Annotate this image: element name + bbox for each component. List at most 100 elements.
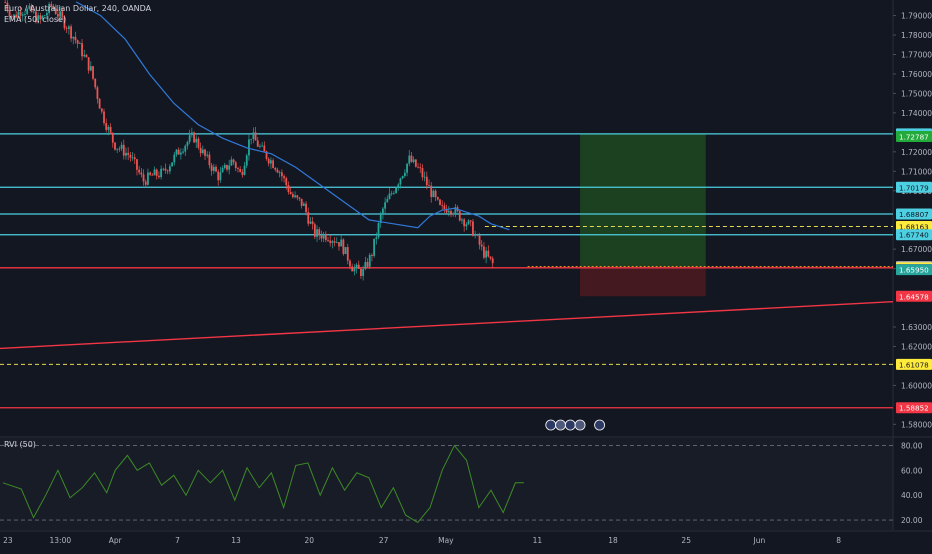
price-badge-label: 1.67740 bbox=[899, 231, 929, 240]
candle-body bbox=[327, 240, 329, 241]
candle-body bbox=[182, 151, 184, 153]
candle-body bbox=[329, 240, 332, 243]
candle-body bbox=[349, 260, 351, 267]
candle-body bbox=[100, 108, 103, 112]
candle-body bbox=[392, 192, 395, 194]
candle-body bbox=[208, 154, 211, 166]
price-badge bbox=[896, 229, 932, 241]
candle-body bbox=[19, 11, 22, 16]
date-tick-label: 13:00 bbox=[50, 536, 72, 545]
price-tick-label: 1.71000 bbox=[901, 167, 932, 176]
long-position-loss-zone bbox=[580, 266, 706, 297]
candle-body bbox=[215, 166, 217, 172]
candle-body bbox=[467, 220, 470, 225]
candle-body bbox=[478, 235, 481, 245]
candle-body bbox=[322, 233, 325, 239]
candle-body bbox=[232, 159, 235, 163]
candle-body bbox=[382, 208, 384, 215]
candle-body bbox=[397, 184, 400, 188]
candle-body bbox=[386, 198, 389, 203]
candle-body bbox=[364, 262, 367, 269]
candle-body bbox=[480, 244, 483, 247]
candle-body bbox=[32, 11, 35, 13]
candle-body bbox=[243, 165, 246, 175]
candle-body bbox=[35, 11, 37, 23]
price-tick-label: 1.74000 bbox=[901, 109, 932, 118]
candle-body bbox=[85, 54, 88, 58]
candle-body bbox=[489, 256, 492, 259]
price-badge-label: 1.68807 bbox=[899, 210, 929, 219]
candle-body bbox=[151, 174, 154, 176]
candle-body bbox=[261, 145, 264, 147]
date-tick-label: May bbox=[438, 536, 454, 545]
candle-body bbox=[116, 148, 119, 150]
candle-body bbox=[210, 165, 213, 171]
date-tick-label: 13 bbox=[231, 536, 241, 545]
candle-body bbox=[461, 219, 463, 221]
candle-body bbox=[401, 175, 404, 179]
candle-body bbox=[307, 212, 310, 224]
date-tick-label: 8 bbox=[836, 536, 841, 545]
price-badge-label: 1.72787 bbox=[899, 133, 929, 142]
candle-body bbox=[13, 14, 15, 17]
candle-body bbox=[122, 144, 125, 156]
candle-body bbox=[371, 255, 373, 256]
price-tick-label: 1.58000 bbox=[901, 420, 932, 429]
candle-body bbox=[39, 15, 42, 20]
candle-body bbox=[474, 234, 477, 236]
candle-body bbox=[155, 169, 158, 176]
candle-body bbox=[289, 192, 292, 195]
candle-body bbox=[52, 6, 55, 9]
candle-body bbox=[487, 250, 490, 257]
candle-body bbox=[234, 162, 237, 169]
price-badge-label: 1.68163 bbox=[899, 223, 929, 232]
candle-body bbox=[111, 132, 114, 143]
candle-body bbox=[21, 14, 24, 16]
candle-body bbox=[294, 195, 296, 198]
candle-body bbox=[340, 239, 343, 247]
candle-body bbox=[278, 172, 281, 174]
candle-body bbox=[83, 54, 86, 57]
candle-body bbox=[366, 262, 369, 267]
candle-body bbox=[265, 151, 268, 159]
candle-body bbox=[197, 138, 200, 148]
candle-body bbox=[375, 237, 378, 239]
date-tick-label: Jun bbox=[753, 536, 766, 545]
event-marker-icon bbox=[555, 419, 566, 431]
candle-body bbox=[357, 264, 360, 269]
candle-body bbox=[41, 15, 44, 20]
candle-body bbox=[423, 176, 426, 178]
candle-body bbox=[430, 185, 433, 198]
candle-body bbox=[171, 162, 173, 167]
candle-body bbox=[76, 40, 79, 44]
candle-body bbox=[15, 14, 18, 18]
candle-body bbox=[125, 152, 127, 156]
event-marker-icon bbox=[564, 419, 576, 431]
date-tick-label: 27 bbox=[379, 536, 389, 545]
price-badge bbox=[896, 131, 932, 143]
candle-body bbox=[346, 247, 349, 261]
price-badge bbox=[896, 402, 932, 414]
candle-body bbox=[50, 3, 53, 7]
price-badge-label: 1.64578 bbox=[899, 292, 929, 301]
candle-body bbox=[92, 66, 94, 79]
candle-body bbox=[81, 43, 83, 57]
price-tick-label: 1.77000 bbox=[901, 51, 932, 60]
candle-body bbox=[98, 98, 101, 109]
price-tick-label: 1.76000 bbox=[901, 70, 932, 79]
candle-body bbox=[131, 157, 134, 159]
candle-body bbox=[65, 28, 68, 30]
candle-body bbox=[436, 197, 439, 200]
candle-body bbox=[118, 148, 121, 150]
candle-body bbox=[428, 185, 430, 186]
candle-body bbox=[379, 214, 382, 224]
candle-body bbox=[439, 199, 441, 205]
candle-body bbox=[291, 194, 294, 198]
candle-body bbox=[384, 202, 387, 209]
candle-body bbox=[485, 250, 488, 258]
candle-body bbox=[263, 145, 266, 152]
candle-body bbox=[212, 166, 215, 171]
candle-body bbox=[230, 159, 233, 166]
